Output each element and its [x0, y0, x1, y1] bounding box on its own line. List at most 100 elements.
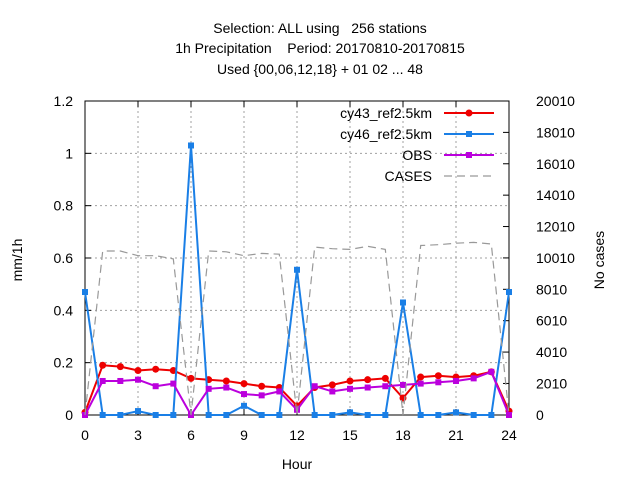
- x-tick-label: 12: [289, 427, 305, 443]
- series-point-2: [311, 412, 318, 418]
- x-tick-label: 6: [187, 427, 195, 443]
- axes-layer: 0 3 6 9 12 15 18 21 24 0 0.2 0.4 0.6 0.8 1 1.2 0 2010 4010…: [9, 93, 607, 472]
- series-point-1: [99, 361, 107, 369]
- series-point-1: [240, 380, 248, 388]
- y2-tick-label: 10010: [536, 250, 575, 266]
- series-point-3: [470, 375, 477, 382]
- series-point-2: [364, 412, 371, 418]
- series-point-2: [382, 412, 389, 418]
- y2-tick-label: 0: [536, 407, 544, 423]
- series-point-2: [205, 412, 212, 418]
- series-point-3: [117, 377, 124, 384]
- legend-label-2: cy46_ref2.5km: [340, 126, 432, 142]
- x-tick-label: 21: [448, 427, 464, 443]
- series-line-2: [84, 145, 510, 416]
- series-point-3: [453, 377, 459, 384]
- series-point-3: [329, 388, 336, 395]
- series-point-3: [400, 381, 406, 388]
- series-point-3: [311, 383, 318, 390]
- series-point-2: [470, 412, 477, 418]
- y2-tick-label: 6010: [536, 313, 567, 329]
- series-point-2: [170, 412, 177, 418]
- y2-tick-label: 12010: [536, 219, 575, 235]
- series-point-2: [276, 412, 283, 418]
- y-axis-label: mm/1h: [9, 239, 25, 282]
- y2-tick-label: 18010: [536, 124, 575, 140]
- series-point-2: [152, 412, 159, 418]
- series-point-3: [364, 384, 371, 391]
- series-point-3: [382, 383, 389, 390]
- series-point-3: [506, 412, 512, 418]
- series-point-1: [417, 373, 425, 381]
- chart-title-line-2: 1h Precipitation Period: 20170810-201708…: [175, 40, 465, 56]
- x-axis-label: Hour: [282, 456, 313, 472]
- legend-marker-1: [465, 109, 473, 117]
- series-point-2: [117, 412, 124, 418]
- legend-marker-2: [466, 131, 472, 137]
- series-point-2: [435, 412, 442, 418]
- series-point-2: [329, 412, 336, 418]
- legend-marker-3: [466, 152, 472, 158]
- series-point-1: [258, 382, 266, 390]
- series-point-2: [188, 142, 194, 149]
- y-tick-label: 1: [65, 145, 73, 161]
- series-point-3: [488, 368, 495, 375]
- series-point-2: [417, 412, 424, 418]
- series-point-1: [134, 367, 142, 375]
- y-tick-label: 0.2: [54, 355, 74, 371]
- series-point-2: [294, 266, 300, 273]
- series-point-2: [241, 402, 247, 409]
- series-point-1: [169, 367, 177, 375]
- y2-tick-label: 2010: [536, 375, 567, 391]
- series-point-2: [400, 299, 406, 306]
- series-point-2: [347, 409, 353, 416]
- x-tick-label: 3: [134, 427, 142, 443]
- y2-tick-label: 20010: [536, 93, 575, 109]
- series-point-3: [241, 391, 247, 398]
- series-point-3: [417, 380, 424, 387]
- chart-title-line-3: Used {00,06,12,18} + 01 02 ... 48: [217, 61, 423, 77]
- series-point-3: [258, 392, 265, 399]
- series-point-3: [152, 383, 159, 390]
- series-point-1: [399, 394, 407, 402]
- y-tick-label: 1.2: [54, 93, 74, 109]
- y-tick-label: 0.6: [54, 250, 74, 266]
- series-point-2: [135, 408, 141, 415]
- grid-layer: [85, 101, 509, 415]
- series-point-3: [276, 388, 283, 395]
- legend: cy43_ref2.5km cy46_ref2.5km OBS CASES: [340, 105, 494, 184]
- x-tick-label: 0: [81, 427, 89, 443]
- y2-axis-label: No cases: [591, 231, 607, 289]
- series-point-1: [152, 365, 160, 373]
- series-point-3: [347, 385, 353, 392]
- y2-tick-label: 14010: [536, 187, 575, 203]
- series-point-1: [346, 377, 354, 385]
- series-point-1: [187, 374, 195, 382]
- series-point-3: [223, 384, 230, 391]
- legend-label-3: OBS: [402, 147, 432, 163]
- series-point-2: [99, 412, 106, 418]
- series-point-1: [381, 374, 389, 382]
- series-point-3: [435, 379, 442, 386]
- x-tick-label: 18: [395, 427, 411, 443]
- y2-tick-label: 4010: [536, 344, 567, 360]
- series-layer: [81, 142, 513, 418]
- y-tick-label: 0.4: [54, 302, 74, 318]
- series-point-1: [364, 376, 372, 384]
- x-tick-label: 15: [342, 427, 358, 443]
- series-point-2: [453, 409, 459, 416]
- series-point-2: [82, 289, 88, 296]
- series-point-2: [258, 412, 265, 418]
- legend-label-1: cy43_ref2.5km: [340, 105, 432, 121]
- series-point-3: [135, 376, 141, 383]
- legend-label-4: CASES: [385, 168, 432, 184]
- series-point-3: [205, 385, 212, 392]
- series-point-1: [328, 381, 336, 389]
- series-point-1: [222, 377, 230, 385]
- series-point-3: [99, 377, 106, 384]
- y-tick-label: 0: [65, 407, 73, 423]
- x-tick-label: 24: [501, 427, 517, 443]
- series-point-2: [223, 412, 230, 418]
- series-point-3: [170, 380, 177, 387]
